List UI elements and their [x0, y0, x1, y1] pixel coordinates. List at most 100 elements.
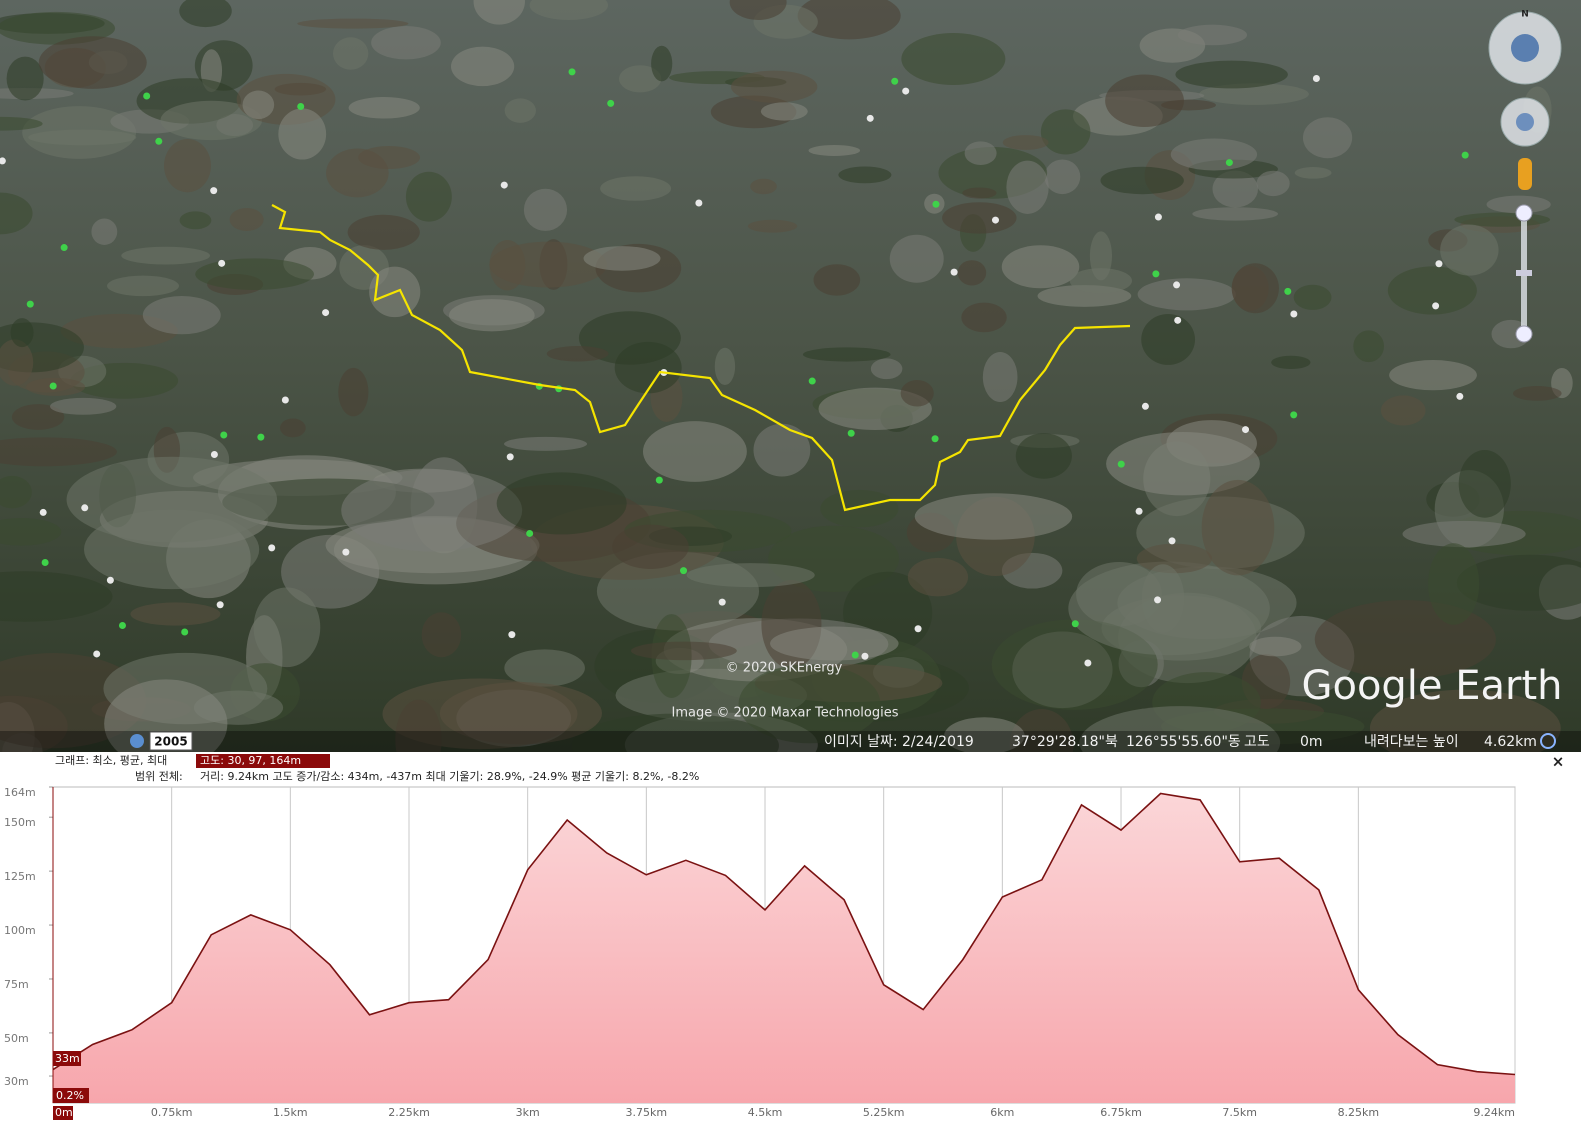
poi-icon [861, 652, 869, 660]
terrain-patch [1001, 245, 1080, 289]
poi-icon [60, 244, 68, 252]
poi-icon [847, 429, 855, 437]
terrain-patch [600, 176, 672, 201]
poi-icon [155, 137, 163, 145]
terrain-patch [1302, 117, 1353, 159]
terrain-patch [1009, 709, 1074, 752]
y-tick-label: 150m [4, 816, 36, 829]
street-view[interactable] [1518, 158, 1532, 190]
track-path [271, 204, 1131, 512]
poi-icon [1135, 507, 1143, 515]
terrain-patch [750, 178, 777, 195]
zoom-thumb[interactable] [1516, 270, 1532, 276]
terrain-patch [1428, 543, 1480, 625]
terrain-patch [279, 418, 306, 438]
terrain-patch [104, 679, 228, 752]
terrain-patch [278, 108, 327, 160]
poi-icon [26, 300, 34, 308]
close-button[interactable]: × [1552, 753, 1565, 771]
zoom-in[interactable] [1515, 204, 1533, 222]
terrain-patch [942, 202, 1017, 234]
poi-icon [322, 309, 330, 317]
terrain-patch [164, 138, 211, 193]
poi-icon [914, 625, 922, 633]
terrain-patch [348, 96, 420, 119]
map-view[interactable]: © 2020 SKEnergy Image © 2020 Maxar Techn… [0, 0, 1581, 781]
terrain-patch [870, 358, 903, 380]
y-tick-label: 75m [4, 978, 29, 991]
x-tick-label: 3.75km [626, 1106, 668, 1119]
navigation-controls[interactable]: N [1488, 10, 1562, 343]
poi-icon [508, 631, 516, 639]
terrain-patch [0, 695, 68, 752]
terrain-patch [546, 346, 609, 362]
poi-icon [1456, 392, 1464, 400]
poi-icon [216, 601, 224, 609]
terrain-patch [421, 612, 462, 658]
poi-icon [931, 435, 939, 443]
poi-icon [891, 77, 899, 85]
terrain-patch [1201, 479, 1275, 576]
poi-icon [81, 504, 89, 512]
terrain-patch [982, 351, 1018, 402]
x-tick-label: 6km [990, 1106, 1014, 1119]
copyright: © 2020 SKEnergy [726, 661, 843, 676]
terrain-patch [1106, 432, 1260, 496]
poi-icon [1312, 74, 1320, 82]
terrain-patch [1177, 24, 1248, 46]
terrain-patch [130, 602, 221, 626]
poi-icon [0, 157, 6, 165]
poi-icon [506, 453, 514, 461]
terrain-patch [1079, 706, 1281, 752]
poi-icon [1154, 596, 1162, 604]
zoom-out[interactable] [1515, 325, 1533, 343]
poi-icon [500, 181, 508, 189]
poi-icon [1284, 287, 1292, 295]
x-tick-label: 8.25km [1338, 1106, 1380, 1119]
terrain-patch [10, 318, 34, 348]
terrain-patch [802, 347, 891, 362]
look-eye [1511, 34, 1539, 62]
graph-value-bg [196, 754, 330, 768]
poi-icon [297, 103, 305, 111]
terrain-patch [50, 397, 117, 415]
terrain-patch [1456, 554, 1581, 611]
terrain-patch [1192, 207, 1279, 221]
poi-icon [49, 382, 57, 390]
terrain-patch [473, 0, 525, 25]
longitude: 126°55'55.60"동 [1126, 734, 1241, 750]
x-tick-label: 9.24km [1473, 1106, 1515, 1119]
terrain-patch [957, 260, 987, 286]
terrain-patch [6, 56, 44, 101]
terrain-patch [889, 234, 944, 283]
poi-icon [268, 544, 276, 552]
terrain-patch [808, 145, 861, 156]
terrain-patch [1161, 99, 1216, 111]
poi-icon [655, 476, 663, 484]
x-tick-label: 4.5km [748, 1106, 783, 1119]
terrain-patch [91, 218, 118, 245]
terrain-patch [1136, 543, 1213, 574]
terrain-patch [914, 493, 1073, 540]
terrain-patch [714, 347, 736, 385]
terrain-patch [1141, 564, 1185, 633]
terrain-patch [1137, 278, 1236, 311]
terrain-patch [1271, 355, 1311, 370]
terrain-patch [0, 192, 33, 235]
time-box[interactable] [149, 731, 193, 751]
poi-icon [695, 199, 703, 207]
elevation-chart: 0m 0.75km 1.5km 2.25km 3km 3.75km 4.5km 5.25km 6… [4, 786, 1516, 1120]
marker-elevation: 33m [55, 1052, 80, 1065]
terrain [0, 0, 1581, 752]
poi-icon [851, 651, 859, 659]
terrain-patch [1015, 433, 1072, 479]
terrain-patch [371, 25, 441, 60]
time-icon[interactable] [130, 734, 144, 748]
poi-icon [1432, 302, 1440, 310]
terrain-patch [1100, 166, 1184, 195]
poi-icon [1117, 460, 1125, 468]
move-hand [1516, 113, 1534, 131]
terrain-patch [358, 145, 421, 170]
x-tick-label: 1.5km [273, 1106, 308, 1119]
